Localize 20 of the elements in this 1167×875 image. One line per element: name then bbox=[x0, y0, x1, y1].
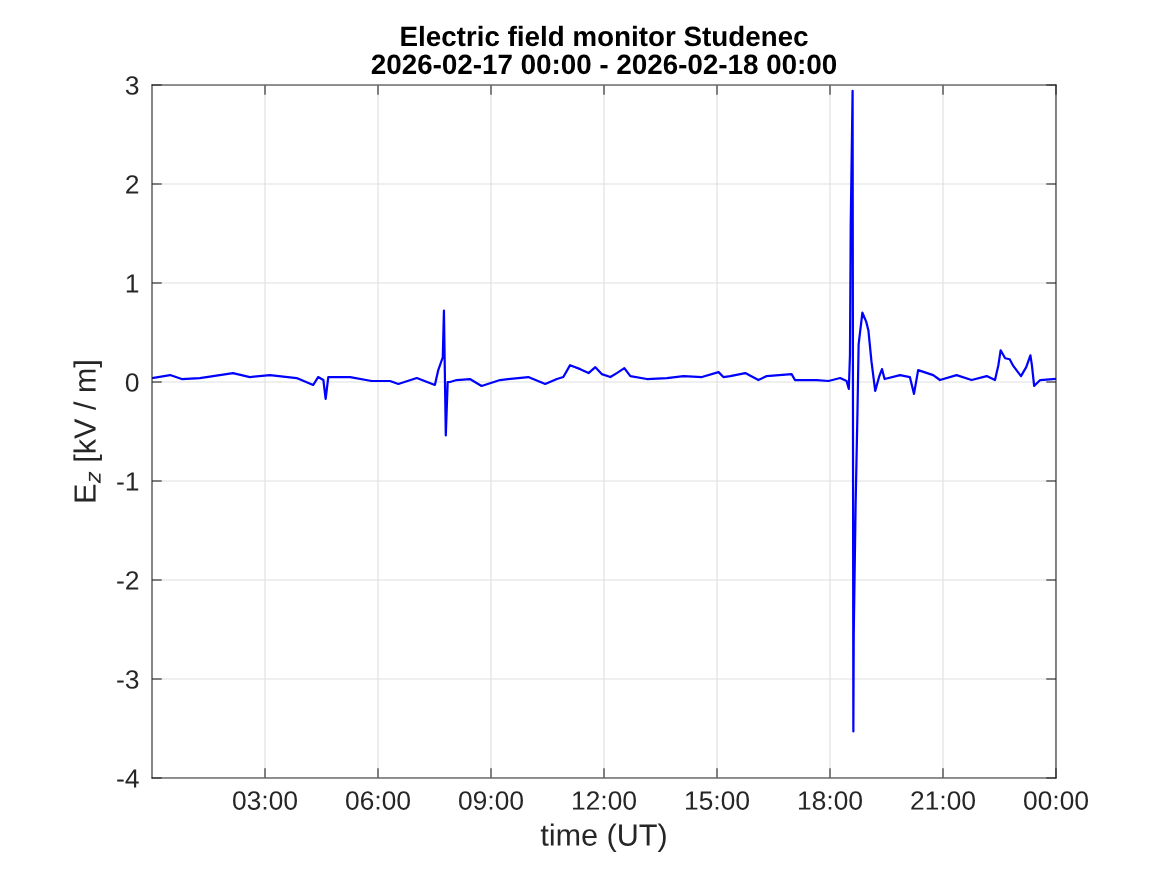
x-axis-title: time (UT) bbox=[540, 823, 666, 852]
x-tick-label: 06:00 bbox=[346, 791, 410, 810]
y-tick-label: 0 bbox=[125, 373, 139, 392]
x-tick-label: 15:00 bbox=[686, 791, 749, 810]
y-tick-label: 1 bbox=[126, 274, 139, 293]
x-tick-label: 03:00 bbox=[233, 791, 297, 810]
x-tick-label: 18:00 bbox=[799, 791, 862, 810]
y-axis-title: E$_{z}$ [kV / m] bbox=[73, 361, 102, 502]
y-tick-label: 2 bbox=[126, 175, 139, 194]
x-tick-label: 00:00 bbox=[1024, 791, 1088, 810]
chart-title: Electric field monitor Studenec 2026-02-17 00:00 - 2026-02-18 00:00 bbox=[371, 25, 837, 75]
y-tick-label: -3 bbox=[117, 670, 139, 689]
y-tick-label: -4 bbox=[117, 769, 139, 788]
y-tick-label: 3 bbox=[125, 76, 139, 95]
x-tick-label: 12:00 bbox=[573, 791, 636, 810]
x-tick-label: 21:00 bbox=[911, 791, 975, 810]
y-tick-label: -1 bbox=[117, 472, 139, 491]
x-tick-label: 09:00 bbox=[459, 791, 523, 810]
y-tick-label: -2 bbox=[117, 571, 139, 590]
line-series bbox=[152, 89, 1056, 733]
